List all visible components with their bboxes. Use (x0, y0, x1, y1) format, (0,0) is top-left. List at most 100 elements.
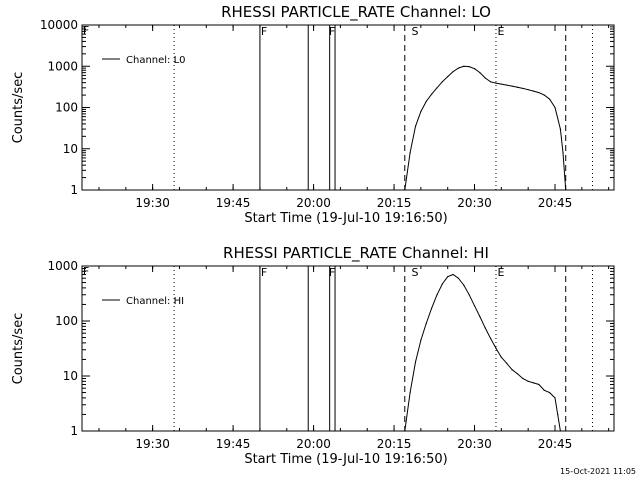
series-point (420, 339, 422, 341)
series-point (414, 125, 417, 127)
y-tick-label: 10 (63, 369, 78, 383)
x-tick-label: 20:00 (296, 437, 331, 451)
series-point (490, 81, 492, 83)
x-tick-label: 19:45 (216, 196, 251, 210)
series-point (549, 98, 551, 100)
series-point (447, 276, 449, 278)
series-point (468, 294, 470, 296)
y-tick-label: 1 (70, 424, 78, 438)
x-axis-title: Start Time (19-Jul-10 19:16:50) (244, 452, 447, 467)
series-point (495, 347, 497, 349)
series-point (516, 86, 519, 88)
plot-frame (81, 24, 615, 191)
y-tick-label: 100 (55, 314, 78, 328)
chart-title: RHESSI PARTICLE_RATE Channel: HI (223, 244, 489, 263)
plot-frame (81, 265, 615, 432)
y-tick-label: 10 (63, 142, 78, 156)
series-point (527, 89, 529, 91)
series-point (495, 82, 497, 84)
series-point (473, 305, 476, 307)
event-marker-label: F (261, 266, 267, 279)
series-point (484, 77, 486, 79)
chart-panel-lo: RHESSI PARTICLE_RATE Channel: LO 19:30 19:… (11, 3, 615, 226)
corner-marker: F (83, 265, 89, 278)
series-point (409, 391, 411, 394)
series-point (549, 391, 551, 394)
y-tick-label: 1000 (47, 59, 78, 73)
series-point (452, 71, 454, 73)
series-point (404, 430, 406, 432)
series-point (554, 397, 556, 399)
y-tick-label: 1 (70, 183, 78, 197)
event-marker-label: F (261, 25, 267, 38)
y-tick-label: 10000 (40, 18, 78, 32)
series-line (404, 65, 567, 191)
footer-timestamp: 15-Oct-2021 11:05 (560, 467, 636, 476)
series-point (511, 369, 513, 371)
x-tick-label: 19:30 (135, 196, 170, 210)
legend-label: Channel: HI (126, 296, 184, 307)
chart-title: RHESSI PARTICLE_RATE Channel: LO (221, 3, 491, 22)
y-tick-label: 100 (55, 101, 78, 115)
event-marker-label: E (498, 266, 505, 279)
series-point (522, 377, 524, 380)
series-point (500, 356, 502, 358)
series-point (468, 66, 470, 68)
series-point (543, 389, 545, 391)
y-tick-label: 1000 (47, 259, 78, 273)
event-marker-label: F (329, 25, 335, 38)
series-point (500, 83, 502, 85)
chart-panel-hi: RHESSI PARTICLE_RATE Channel: HI 19:30 19:… (11, 244, 615, 467)
x-tick-label: 20:45 (538, 437, 573, 451)
series-point (457, 277, 460, 279)
series-point (506, 362, 508, 364)
event-marker-label: F (329, 266, 335, 279)
series-point (414, 361, 417, 363)
series-point (522, 87, 524, 90)
x-axis-title: Start Time (19-Jul-10 19:16:50) (244, 211, 447, 226)
series-point (543, 94, 545, 96)
series-point (565, 189, 567, 191)
series-point (532, 90, 535, 92)
series-point (479, 72, 481, 74)
series-point (562, 152, 564, 154)
series-point (511, 85, 513, 87)
series-point (420, 110, 422, 113)
series-point (452, 273, 454, 276)
legend-label: Channel: L0 (126, 55, 186, 66)
x-tick-label: 20:30 (457, 196, 492, 210)
series-point (457, 67, 460, 69)
series-point (409, 152, 411, 154)
y-axis-title: Counts/sec (11, 72, 26, 144)
series-point (527, 380, 529, 382)
series-point (431, 93, 433, 95)
x-tick-label: 19:30 (135, 437, 170, 451)
series-point (559, 430, 561, 432)
series-point (538, 91, 540, 94)
series-point (463, 284, 465, 286)
series-point (447, 76, 449, 78)
series-point (404, 189, 406, 191)
series-point (431, 307, 433, 309)
x-tick-label: 20:45 (538, 196, 573, 210)
corner-marker: F (83, 24, 89, 37)
series-point (557, 413, 559, 416)
series-point (490, 337, 492, 340)
series-point (425, 100, 427, 103)
event-marker-label: S (412, 25, 419, 38)
series-point (463, 65, 465, 67)
series-point (436, 294, 438, 296)
series-point (425, 322, 427, 325)
event-marker-label: E (498, 25, 505, 38)
series-point (554, 106, 556, 109)
series-line (404, 273, 561, 432)
series-point (538, 383, 540, 386)
y-axis-title: Counts/sec (11, 313, 26, 385)
series-point (479, 316, 481, 318)
x-tick-label: 20:15 (377, 437, 412, 451)
series-point (559, 128, 561, 130)
x-tick-label: 19:45 (216, 437, 251, 451)
x-tick-label: 20:00 (296, 196, 331, 210)
series-point (441, 283, 443, 285)
